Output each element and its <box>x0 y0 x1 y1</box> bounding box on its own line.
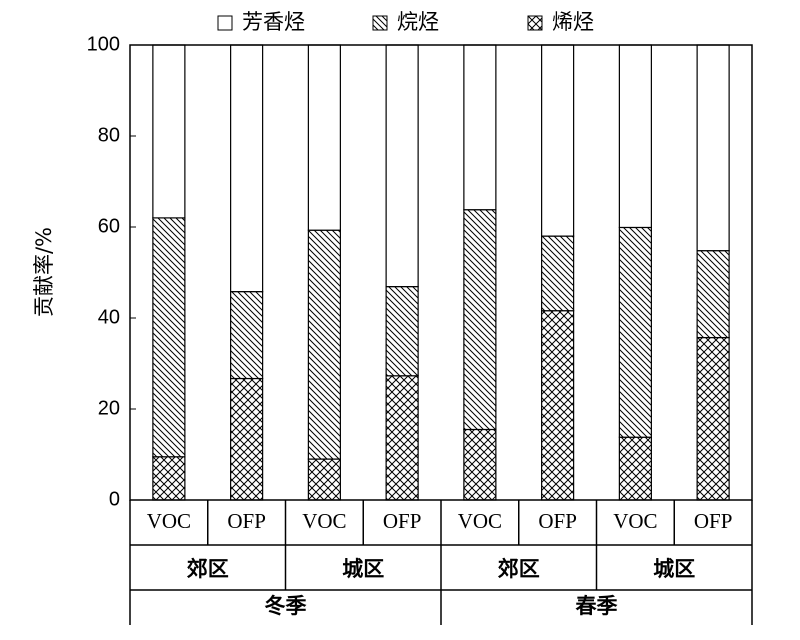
x-tick-label: VOC <box>147 509 191 533</box>
bar-segment <box>541 235 575 312</box>
bar-segment <box>696 250 730 339</box>
bar-segment <box>307 44 341 231</box>
bar-segment <box>307 229 341 460</box>
legend-swatch <box>217 15 233 31</box>
x-tick-label: OFP <box>538 509 577 533</box>
bar-segment <box>307 458 341 501</box>
bar-segment <box>463 44 497 211</box>
bar-segment <box>385 375 419 501</box>
bar-segment <box>618 436 652 501</box>
y-tick-label: 60 <box>98 215 120 237</box>
x-supergroup-label: 冬季 <box>265 594 307 618</box>
x-tick-label: OFP <box>227 509 266 533</box>
y-tick-label: 100 <box>87 33 120 55</box>
x-group-label: 城区 <box>653 557 695 581</box>
y-tick-label: 40 <box>98 306 120 328</box>
bar-segment <box>618 44 652 229</box>
bar-segment <box>385 286 419 377</box>
bar-segment <box>696 44 730 252</box>
legend-label: 烯烃 <box>552 10 594 34</box>
y-tick-label: 80 <box>98 124 120 146</box>
bar-segment <box>541 44 575 237</box>
x-supergroup-label: 春季 <box>576 594 618 618</box>
plot-frame <box>129 44 753 501</box>
legend-label: 芳香烃 <box>242 10 305 34</box>
bar-segment <box>152 456 186 501</box>
x-tick-label: VOC <box>458 509 502 533</box>
bar-segment <box>152 217 186 458</box>
x-tick-label: VOC <box>302 509 346 533</box>
legend-label: 烷烃 <box>397 10 439 34</box>
bar-segment <box>541 310 575 501</box>
bar-segment <box>696 336 730 501</box>
bar-segment <box>230 291 264 380</box>
y-axis-label: 贡献率/% <box>32 227 56 317</box>
bar-segment <box>463 209 497 431</box>
bar-segment <box>385 44 419 288</box>
x-tick-label: VOC <box>613 509 657 533</box>
x-tick-label: OFP <box>694 509 733 533</box>
x-group-label: 郊区 <box>498 557 540 581</box>
bar-segment <box>230 377 264 501</box>
x-tick-label: OFP <box>383 509 422 533</box>
bar-segment <box>618 226 652 438</box>
legend-swatch <box>527 15 543 31</box>
x-group-label: 郊区 <box>187 557 229 581</box>
legend-swatch <box>372 15 388 31</box>
y-tick-label: 20 <box>98 397 120 419</box>
y-tick-label: 0 <box>109 488 120 510</box>
bar-segment <box>230 44 264 293</box>
bar-segment <box>152 44 186 219</box>
bar-segment <box>463 428 497 501</box>
x-group-label: 城区 <box>342 557 384 581</box>
